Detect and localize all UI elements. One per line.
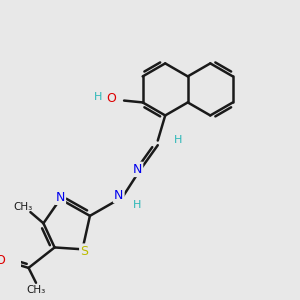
Text: N: N (56, 191, 65, 204)
Text: CH₃: CH₃ (14, 202, 33, 212)
Text: N: N (114, 189, 123, 202)
Text: O: O (106, 92, 116, 105)
Text: H: H (133, 200, 142, 210)
Text: S: S (80, 245, 88, 258)
Text: H: H (94, 92, 102, 102)
Text: O: O (0, 254, 6, 267)
Text: N: N (133, 163, 142, 176)
Text: CH₃: CH₃ (26, 285, 46, 295)
Text: H: H (174, 135, 182, 145)
